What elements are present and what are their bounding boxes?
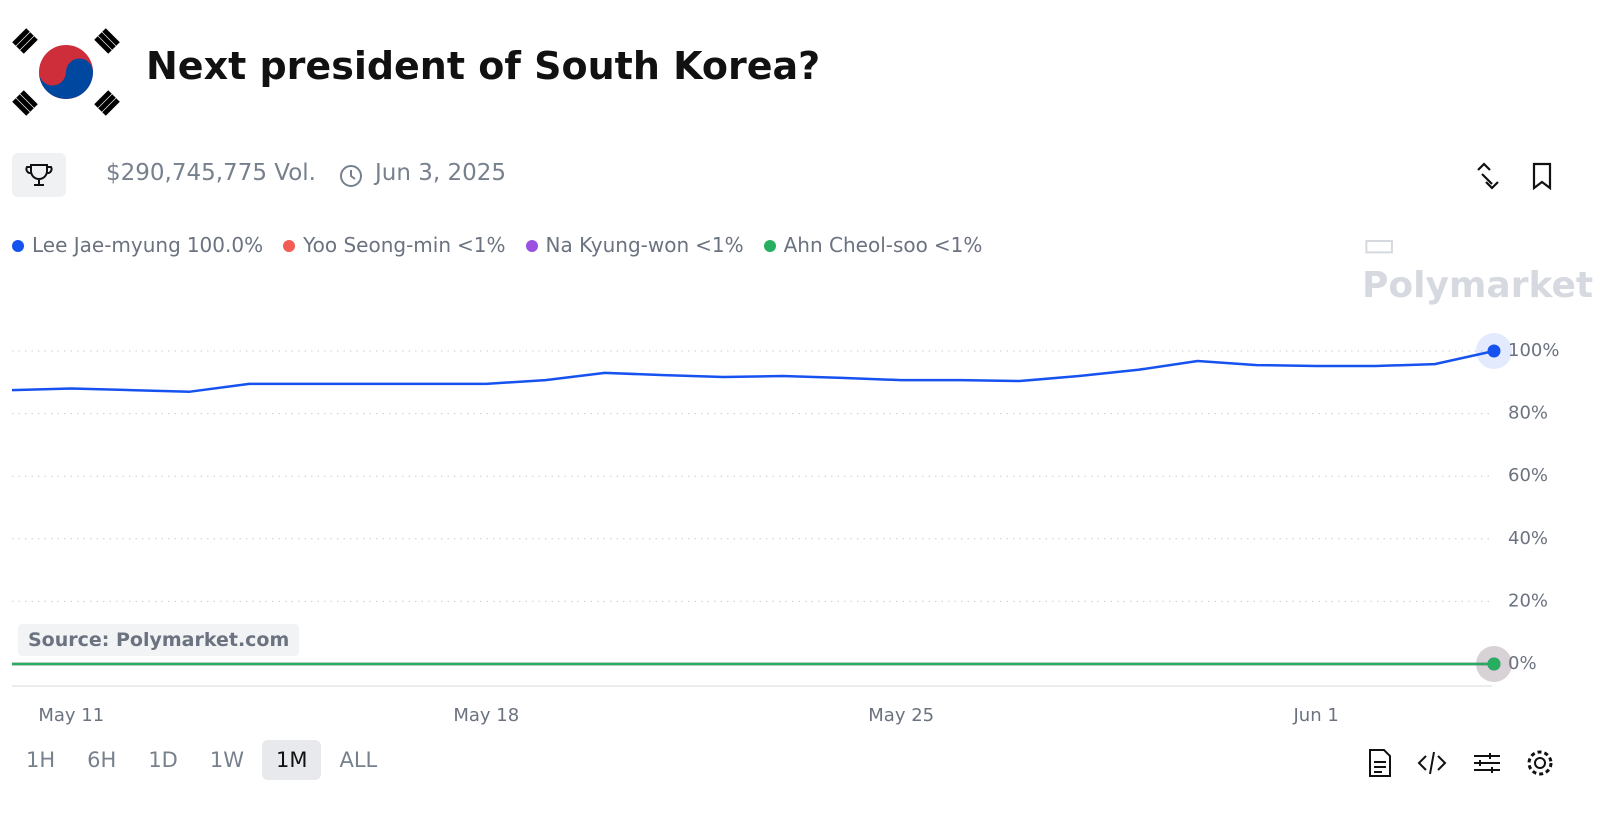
- legend-value: <1%: [695, 233, 744, 257]
- x-tick-label: May 18: [453, 705, 519, 726]
- range-selector: 1H 6H 1D 1W 1M ALL: [12, 740, 391, 780]
- legend: Lee Jae-myung 100.0% Yoo Seong-min <1% Na Ky…: [12, 233, 982, 257]
- y-tick-label: 40%: [1508, 528, 1548, 549]
- legend-dot: [525, 240, 538, 252]
- volume: $290,745,775 Vol.: [106, 160, 316, 186]
- x-tick-label: Jun 1: [1293, 705, 1339, 726]
- clock-icon: [340, 165, 362, 187]
- legend-item[interactable]: Yoo Seong-min <1%: [283, 233, 506, 257]
- legend-name: Ahn Cheol-soo: [783, 233, 928, 257]
- y-tick-label: 0%: [1508, 653, 1537, 674]
- flag: [12, 28, 120, 116]
- source: Source: Polymarket.com: [18, 624, 300, 656]
- legend-name: Na Kyung-won: [545, 233, 690, 257]
- range-button[interactable]: 1W: [209, 748, 244, 772]
- legend-value: <1%: [457, 233, 506, 257]
- y-tick-label: 20%: [1508, 590, 1548, 611]
- range-button[interactable]: ALL: [339, 748, 378, 772]
- range-button[interactable]: 1H: [26, 748, 56, 772]
- end-dot: [1487, 657, 1501, 671]
- legend-name: Yoo Seong-min: [303, 233, 452, 257]
- legend-dot: [283, 240, 296, 252]
- brand-watermark: ▭ Polymarket: [1362, 224, 1594, 306]
- y-tick-label: 80%: [1508, 403, 1548, 424]
- title: Next president of South Korea?: [146, 44, 821, 88]
- legend-dot: [763, 240, 776, 252]
- legend-item[interactable]: Na Kyung-won <1%: [525, 233, 744, 257]
- range-button[interactable]: 1M: [261, 740, 322, 780]
- legend-value: 100.0%: [186, 233, 264, 257]
- range-button[interactable]: 1D: [148, 748, 178, 772]
- range-button[interactable]: 6H: [87, 748, 117, 772]
- trophy-button[interactable]: [12, 153, 66, 197]
- legend-item[interactable]: Ahn Cheol-soo <1%: [763, 233, 983, 257]
- actions[interactable]: [1472, 160, 1562, 192]
- toolbar[interactable]: [1364, 746, 1564, 780]
- legend-dot: [12, 240, 24, 252]
- brand-name: Polymarket: [1362, 265, 1594, 306]
- x-tick-label: May 25: [868, 705, 934, 726]
- x-tick-label: May 11: [38, 705, 104, 726]
- legend-value: <1%: [933, 233, 983, 257]
- y-tick-label: 60%: [1508, 465, 1548, 486]
- end-date: Jun 3, 2025: [375, 160, 507, 186]
- y-tick-label: 100%: [1508, 340, 1559, 361]
- series-line: [11, 349, 1495, 393]
- legend-name: Lee Jae-myung: [32, 233, 181, 257]
- end-dot: [1487, 344, 1501, 358]
- legend-item[interactable]: Lee Jae-myung 100.0%: [12, 233, 263, 257]
